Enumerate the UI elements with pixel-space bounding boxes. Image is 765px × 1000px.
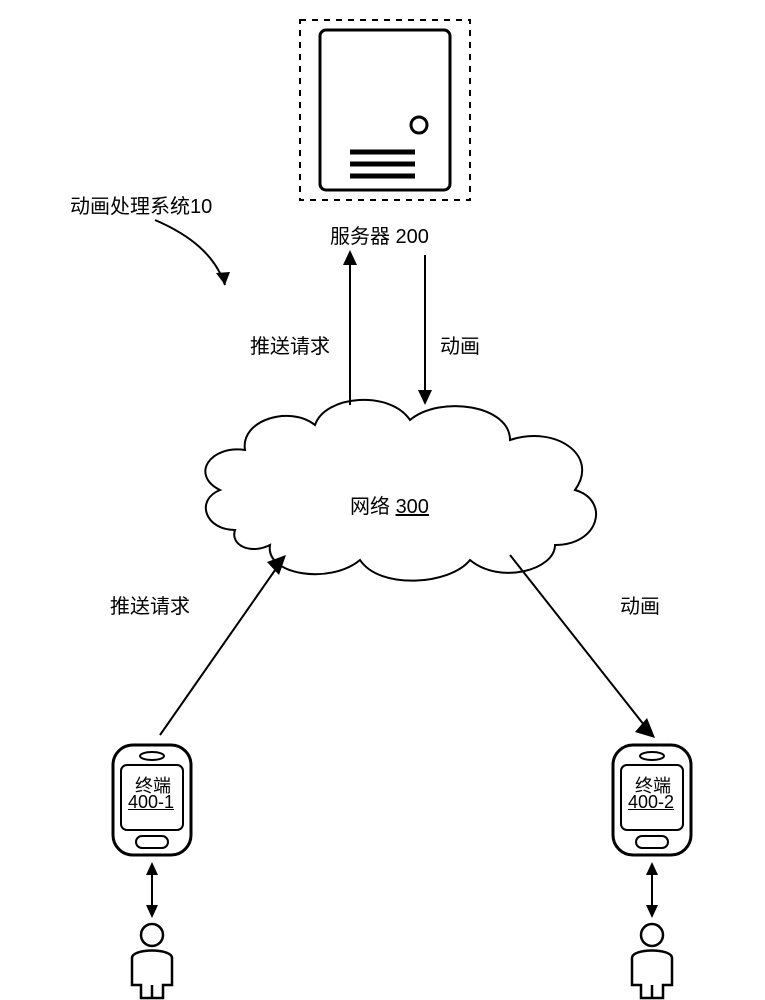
- label-server: 服务器 200: [330, 220, 429, 249]
- label-animation-1: 动画: [440, 330, 480, 359]
- label-network-id: 300: [396, 496, 429, 518]
- label-push-request-2: 推送请求: [110, 590, 190, 619]
- label-terminal-2-id: 400-2: [628, 792, 674, 813]
- label-network-text: 网络: [350, 496, 390, 518]
- label-terminal-1-id: 400-1: [128, 792, 174, 813]
- label-push-request-1: 推送请求: [250, 330, 330, 359]
- label-animation-2: 动画: [620, 590, 660, 619]
- label-network: 网络 300: [350, 490, 429, 519]
- label-system: 动画处理系统10: [70, 190, 212, 219]
